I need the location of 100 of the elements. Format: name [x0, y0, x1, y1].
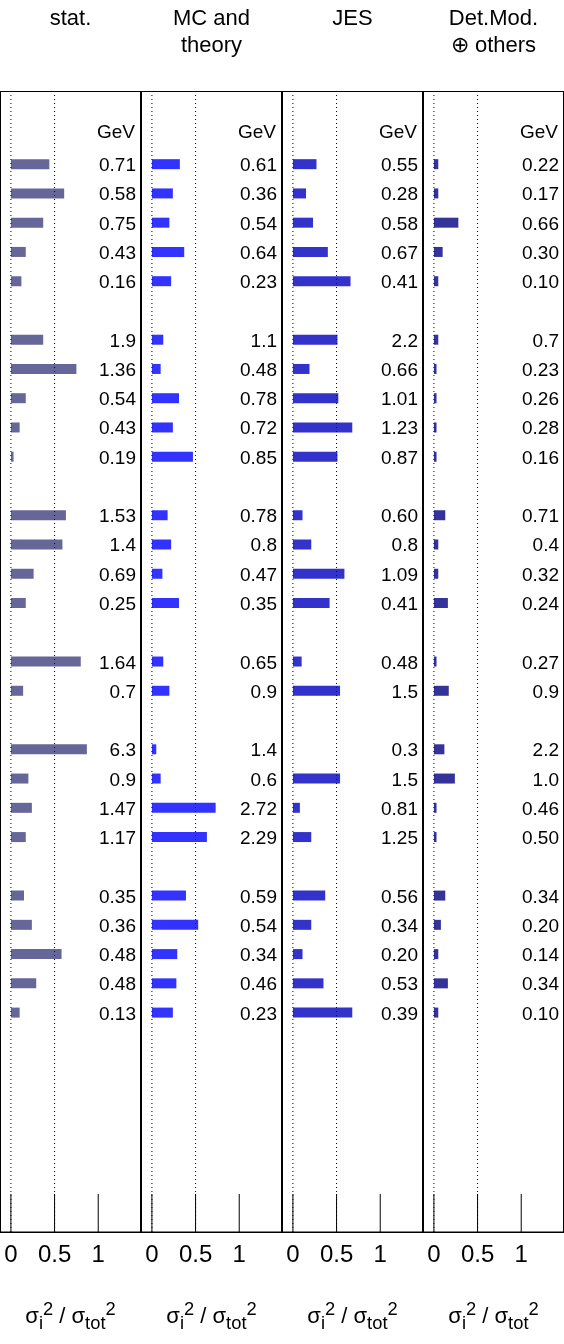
y-tick-label: 1.17	[99, 827, 136, 849]
y-tick-label: 0.7	[109, 680, 136, 702]
bar	[292, 422, 353, 433]
y-tick-label: 0.34	[240, 944, 278, 966]
y-tick-label: 0.7	[532, 329, 559, 351]
bar	[10, 451, 14, 462]
bar	[292, 832, 312, 843]
y-tick-label: 0.71	[99, 154, 136, 176]
y-tick-label: 0.34	[522, 973, 560, 995]
y-tick-label: 0.87	[381, 446, 418, 468]
bar	[292, 568, 345, 579]
bar	[292, 188, 307, 199]
y-tick-label: 0.20	[381, 944, 418, 966]
y-tick-label: 0.34	[381, 914, 419, 936]
bar	[292, 159, 317, 170]
bar	[292, 539, 312, 550]
bar	[433, 393, 437, 404]
y-tick-label: 0.58	[381, 212, 418, 234]
y-tick-label: 0.72	[240, 417, 277, 439]
x-tick-label: 0	[286, 1240, 300, 1267]
bar	[433, 217, 459, 228]
chart-title: Det.Mod. ⊕ others	[447, 4, 540, 58]
annotation: GeV	[518, 121, 558, 143]
bar	[10, 539, 63, 550]
y-tick-label: 0.4	[532, 534, 560, 556]
bar	[10, 217, 44, 228]
chart-title: JES	[331, 4, 374, 31]
bar	[10, 919, 32, 930]
y-tick-label: 0.66	[381, 358, 418, 380]
bar	[151, 422, 173, 433]
y-tick-label: 0.28	[522, 417, 559, 439]
y-tick-label: 0.78	[240, 505, 277, 527]
y-tick-label: 1.4	[250, 739, 278, 761]
bar	[151, 246, 185, 257]
y-tick-label: 0.47	[240, 563, 277, 585]
y-tick-label: 0.17	[522, 183, 559, 205]
x-tick-label: 0	[145, 1240, 159, 1267]
bar	[292, 246, 328, 257]
bar	[10, 510, 66, 521]
y-tick-label: 0.16	[99, 271, 136, 293]
y-tick-label: 0.55	[381, 154, 418, 176]
y-tick-label: 0.24	[522, 592, 560, 614]
y-tick-label: 0.10	[522, 1002, 559, 1024]
y-tick-label: 0.34	[522, 885, 560, 907]
y-tick-label: 0.20	[522, 914, 559, 936]
y-tick-label: 1.25	[381, 827, 418, 849]
bar	[151, 978, 177, 989]
y-tick-label: 0.50	[522, 827, 559, 849]
bar	[10, 598, 26, 609]
bar	[292, 598, 330, 609]
y-tick-label: 0.54	[240, 212, 278, 234]
y-tick-label: 0.23	[240, 1002, 277, 1024]
bar	[433, 890, 446, 901]
bar	[151, 334, 164, 345]
bar	[151, 451, 193, 462]
bar	[292, 363, 310, 374]
bar	[151, 188, 173, 199]
bar	[10, 978, 37, 989]
y-tick-label: 0.25	[99, 592, 136, 614]
bar	[433, 510, 446, 521]
y-tick-label: 0.6	[250, 768, 277, 790]
y-tick-label: 2.2	[391, 329, 418, 351]
y-tick-label: 0.46	[522, 797, 559, 819]
bar	[151, 802, 216, 813]
y-tick-label: 0.59	[240, 885, 277, 907]
chart-title: MC and theory	[171, 4, 251, 58]
bar	[10, 334, 44, 345]
x-tick-label: 1	[373, 1240, 387, 1267]
bar	[292, 656, 302, 667]
y-tick-label: 0.32	[522, 563, 559, 585]
bar	[433, 919, 441, 930]
bar	[433, 451, 437, 462]
y-tick-label: 1.01	[381, 388, 418, 410]
bar	[433, 802, 437, 813]
y-tick-label: 0.19	[99, 446, 136, 468]
y-tick-label: 0.41	[381, 592, 418, 614]
bar	[292, 217, 313, 228]
x-tick-label: 0.5	[37, 1240, 72, 1267]
x-tick-label: 0	[4, 1240, 18, 1267]
bar	[151, 598, 179, 609]
bar	[151, 773, 161, 784]
y-tick-label: 0.67	[381, 241, 418, 263]
bar	[292, 451, 338, 462]
y-tick-label: 2.2	[532, 739, 559, 761]
y-tick-label: 1.5	[391, 768, 418, 790]
y-tick-label: 0.46	[240, 973, 277, 995]
bar	[292, 949, 303, 960]
bar	[10, 422, 20, 433]
bar	[292, 919, 312, 930]
y-tick-label: 0.26	[522, 388, 559, 410]
y-tick-label: 0.60	[381, 505, 418, 527]
bar	[292, 276, 351, 287]
annotation: GeV	[377, 121, 417, 143]
y-tick-label: 0.65	[240, 651, 277, 673]
y-tick-label: 0.10	[522, 271, 559, 293]
y-tick-label: 0.43	[99, 417, 136, 439]
y-tick-label: 0.69	[99, 563, 136, 585]
y-tick-label: 0.36	[240, 183, 277, 205]
bar	[151, 949, 178, 960]
y-tick-label: 0.27	[522, 651, 559, 673]
